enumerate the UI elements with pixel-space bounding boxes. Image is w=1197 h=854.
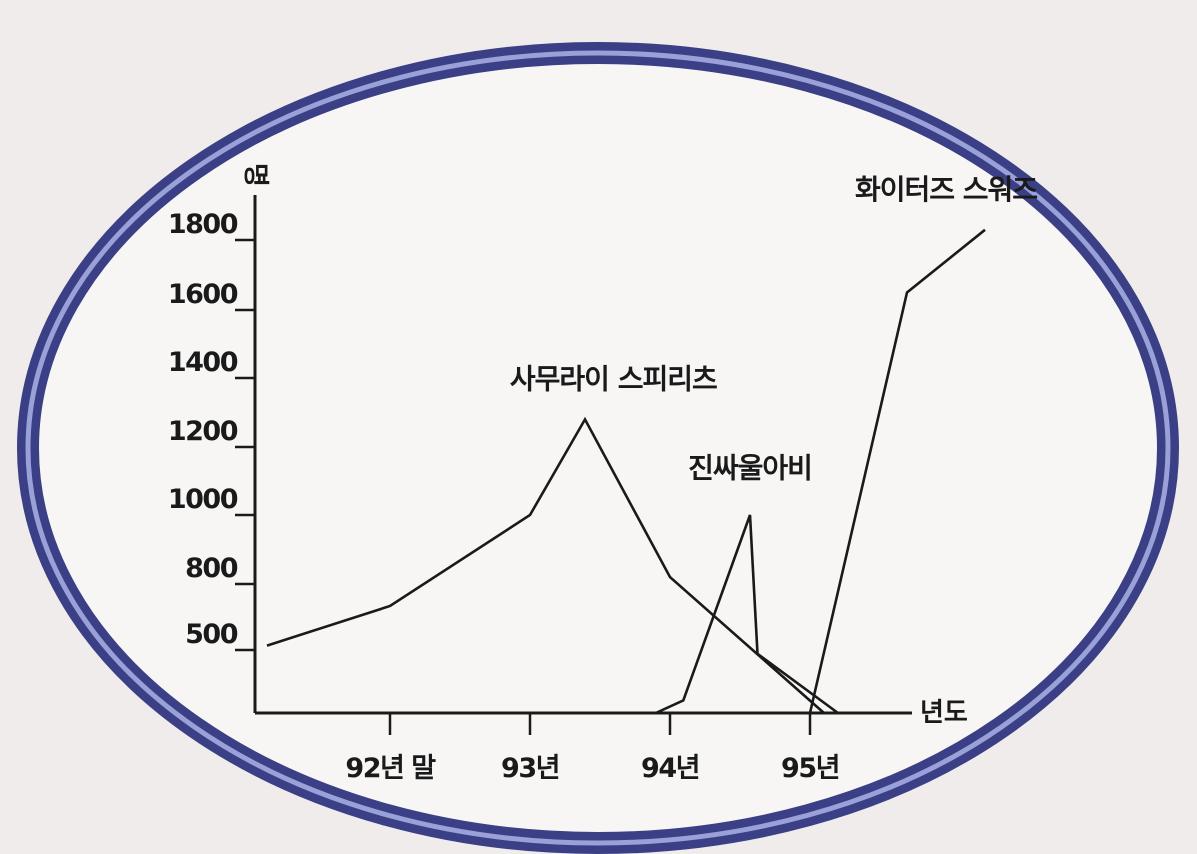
- series-label: 화이터즈 스워즈: [855, 173, 1037, 206]
- y-tick-label: 1800: [168, 209, 238, 240]
- y-tick-label: 1600: [168, 279, 238, 310]
- y-tick-label: 1400: [168, 347, 238, 378]
- y-tick-label: 800: [185, 553, 238, 584]
- ellipse-fill: [28, 53, 1168, 843]
- x-tick-label: 93년: [501, 753, 559, 784]
- x-tick-label: 95년: [781, 753, 839, 784]
- y-tick-label: 500: [185, 619, 238, 650]
- x-tick-label: 92년 말: [345, 753, 436, 784]
- series-line: [655, 514, 839, 715]
- x-tick-label: 94년: [641, 753, 699, 784]
- series-line: [266, 416, 825, 714]
- y-tick-label: 1200: [168, 416, 238, 447]
- series-line: [808, 228, 986, 714]
- ellipse-ring-highlight: [25, 50, 1171, 846]
- series-lines: [266, 228, 986, 715]
- series-label: 진싸울아비: [688, 452, 812, 485]
- y-tick-label: 1000: [168, 484, 238, 515]
- x-axis-label: 년도: [920, 698, 968, 728]
- series-label: 사무라이 스피리츠: [510, 362, 717, 395]
- y-axis-label: 명: [240, 163, 270, 187]
